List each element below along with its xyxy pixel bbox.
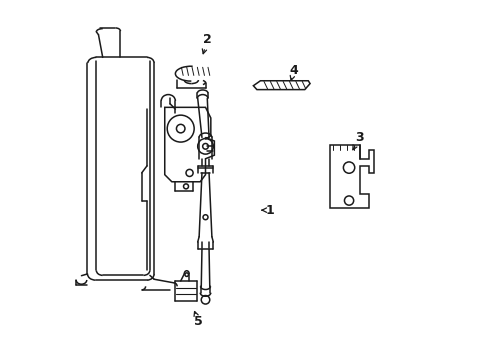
Text: 1: 1 — [265, 204, 274, 217]
Text: 2: 2 — [203, 33, 211, 46]
Text: 5: 5 — [194, 315, 203, 328]
Text: 4: 4 — [289, 64, 298, 77]
Text: 3: 3 — [355, 131, 363, 144]
